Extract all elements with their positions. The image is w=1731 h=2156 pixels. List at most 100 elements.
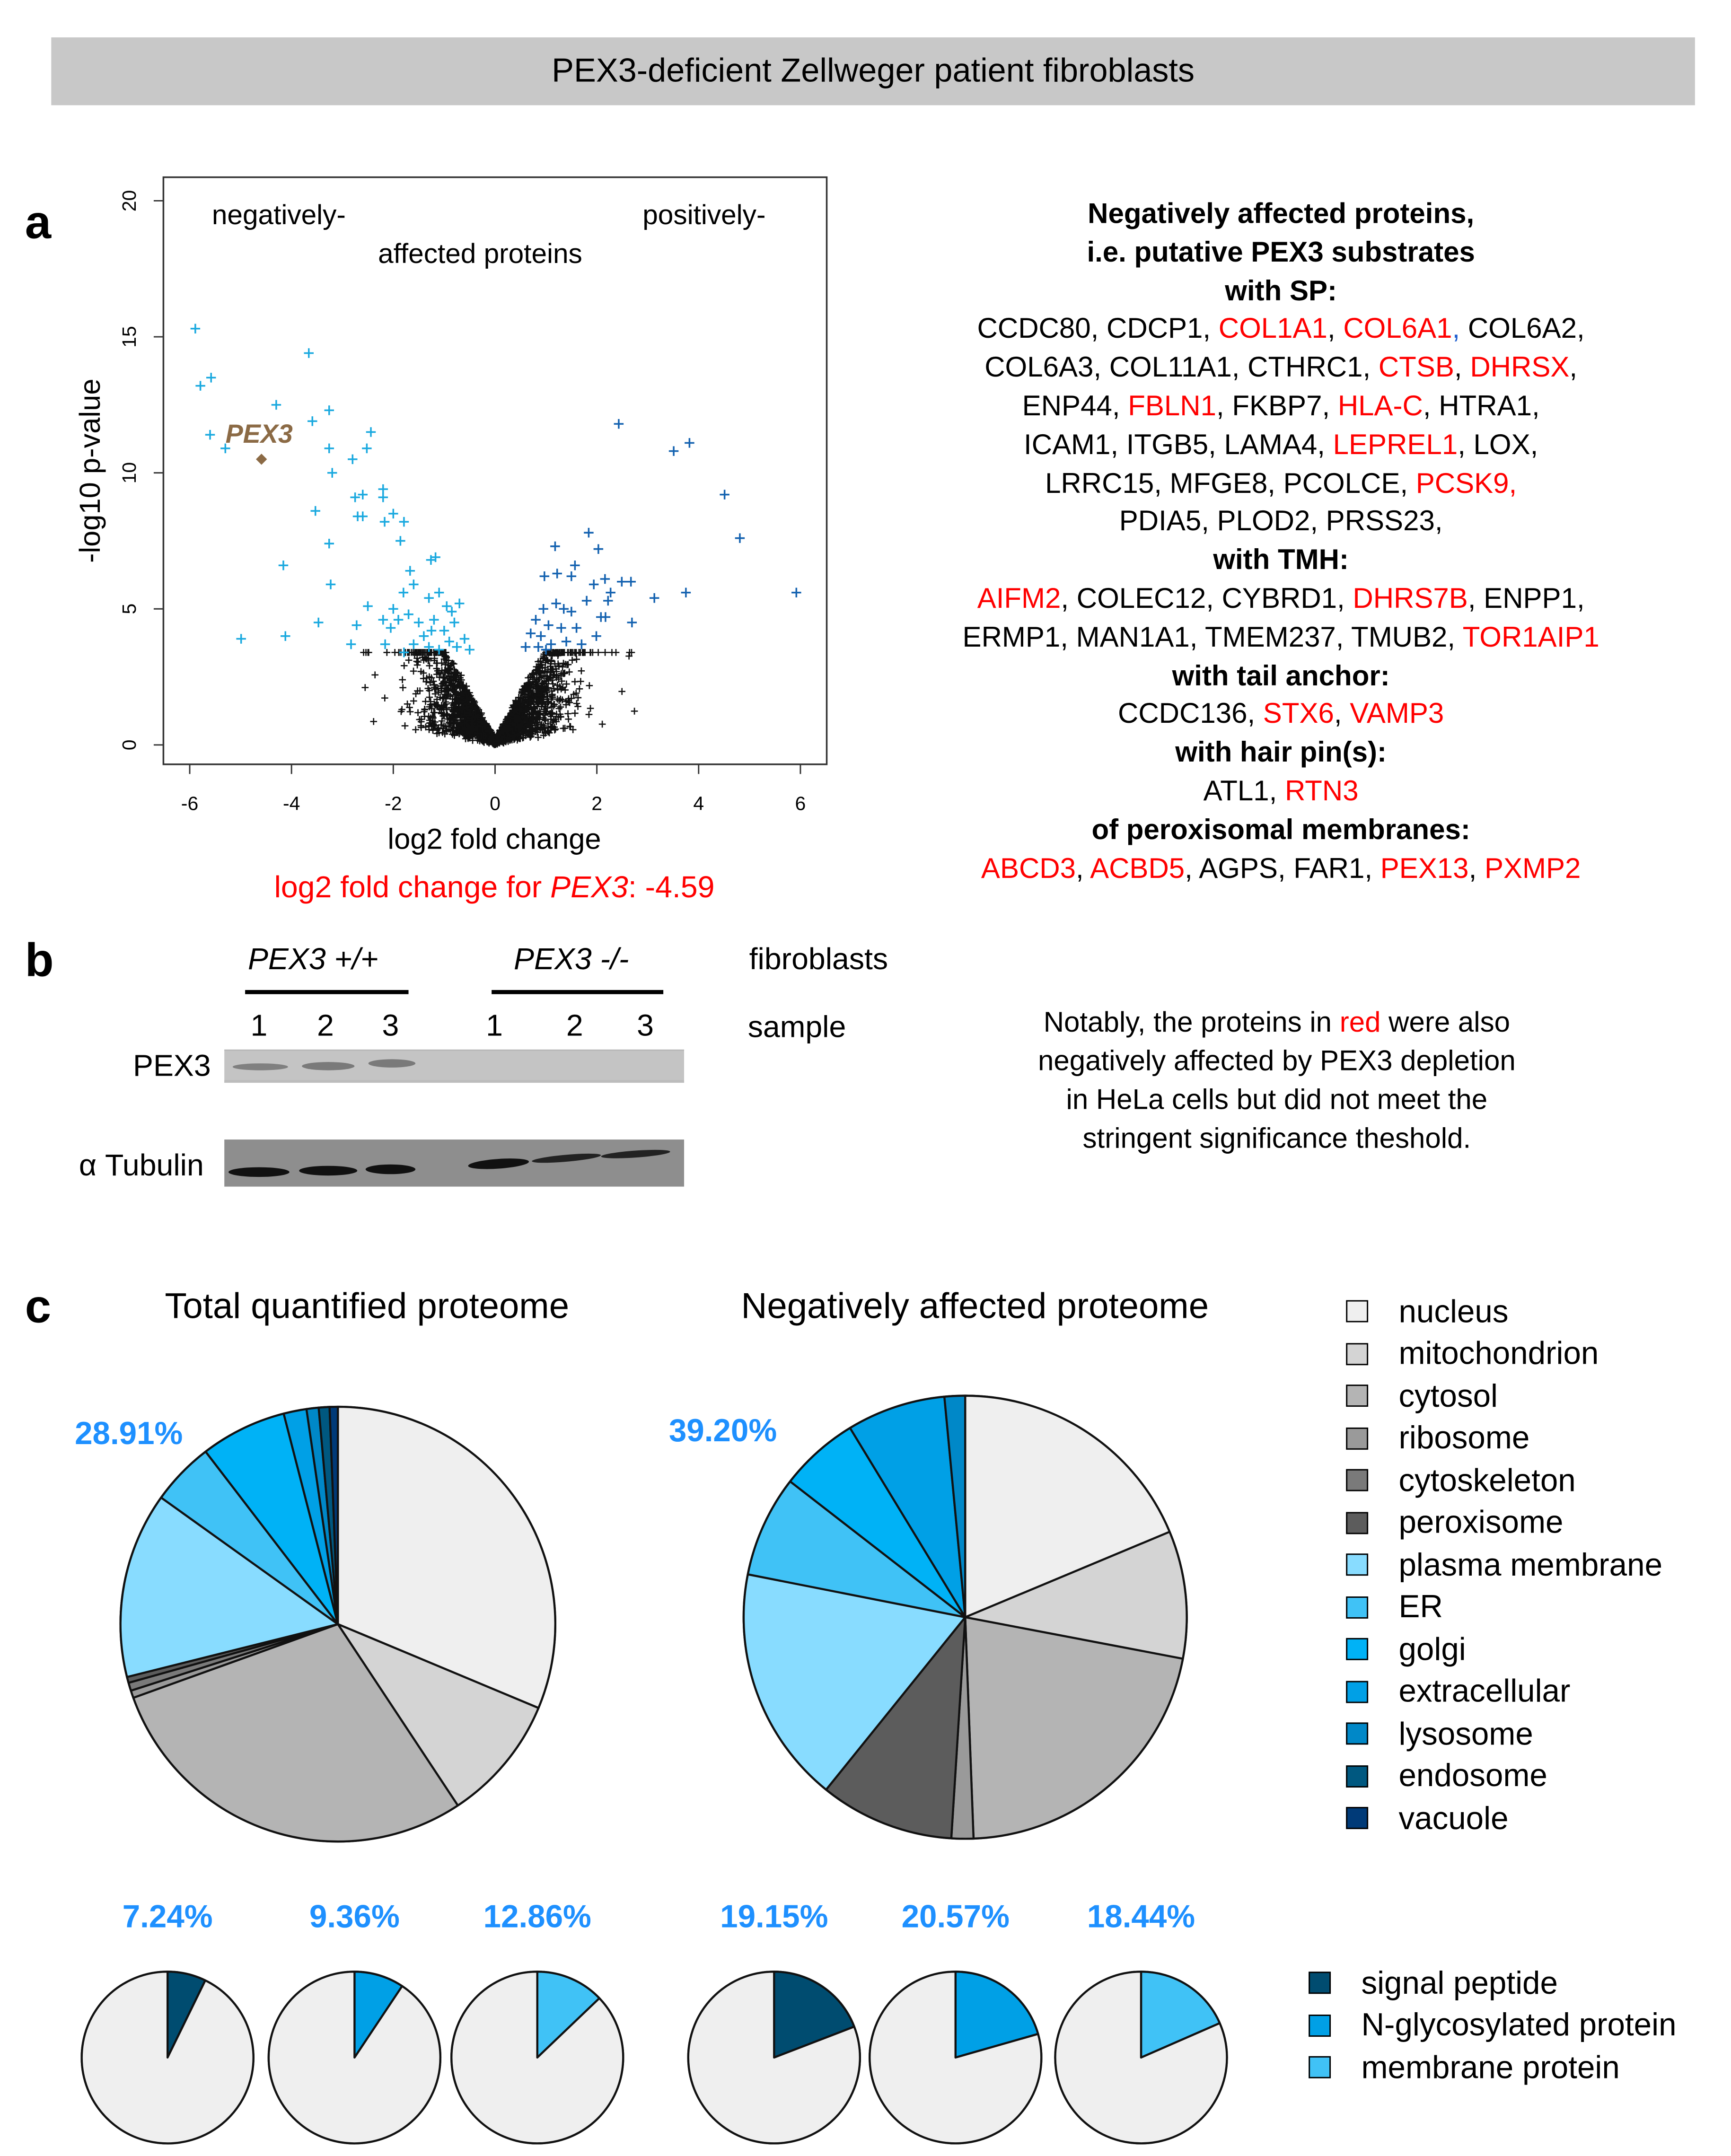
legend-label: cytoskeleton [1398,1462,1576,1498]
legend-swatch [1309,2056,1331,2079]
legend-label: lysosome [1398,1715,1533,1752]
legend-item: endosome [1346,1755,1662,1797]
legend-item: ER [1346,1586,1662,1628]
data-point [431,690,439,698]
data-point [569,657,576,664]
x-tick-label: 0 [490,792,501,814]
data-point [414,687,421,694]
small-pie-percent: 7.24% [122,1898,213,1935]
data-point [549,680,556,687]
data-point [555,697,563,704]
legend-item: peroxisome [1346,1502,1662,1544]
legend-item: signal peptide [1309,1962,1676,2004]
plot-annotation-right: positively- [642,200,765,230]
legend-item: cytoskeleton [1346,1459,1662,1501]
legend-swatch [1346,1807,1369,1830]
data-point [426,662,433,669]
legend-label: cytosol [1398,1377,1498,1413]
legend-label: N-glycosylated protein [1361,2007,1677,2043]
legend-label: peroxisome [1398,1504,1564,1540]
data-point [438,717,446,725]
x-tick-label: -6 [181,792,198,814]
small-pie [450,1971,624,2145]
x-tick-label: 4 [693,792,704,814]
data-point [430,677,437,685]
legend-item: mitochondrion [1346,1332,1662,1375]
data-point [422,723,430,731]
legend-swatch [1309,2014,1331,2037]
legend-label: membrane protein [1361,2049,1620,2085]
legend-item: membrane protein [1309,2046,1676,2088]
legend-swatch [1346,1300,1369,1323]
data-point [361,684,369,691]
data-point [381,694,388,702]
data-point [612,649,620,656]
pie-slice [267,1971,442,2145]
data-point [585,711,593,718]
data-point [410,697,417,705]
legend-item: golgi [1346,1628,1662,1670]
legend-item: lysosome [1346,1713,1662,1755]
legend-label: signal peptide [1361,1964,1558,2001]
nonsignificant-points [360,649,638,748]
y-tick-label: 0 [118,739,140,750]
data-point [557,703,564,711]
data-point [443,727,450,734]
small-pie-percent: 9.36% [309,1898,400,1935]
x-tick-label: 6 [795,792,806,814]
legend-label: vacuole [1398,1799,1509,1836]
legend-label: ribosome [1398,1420,1530,1456]
figure-title: PEX3-deficient Zellweger patient fibrobl… [51,37,1695,105]
plot-annotation-middle: affected proteins [378,238,582,269]
legend-item: extracellular [1346,1671,1662,1713]
data-point [551,723,558,731]
data-point [573,700,580,707]
legend-protein-features: signal peptide N-glycosylated protein memb… [1309,1962,1677,2089]
legend-swatch [1346,1638,1369,1661]
data-point [571,678,579,685]
data-point [417,668,425,675]
data-point [426,693,433,701]
legend-swatch [1309,1972,1331,1994]
legend-label: extracellular [1398,1673,1571,1709]
legend-swatch [1346,1596,1369,1619]
small-pie [1054,1971,1228,2145]
legend-label: mitochondrion [1398,1335,1599,1371]
data-point [418,716,425,723]
legend-item: N-glycosylated protein [1309,2004,1677,2046]
data-point [427,701,434,709]
legend-item: nucleus [1346,1290,1662,1332]
pie-slice [80,1971,255,2145]
figure-title-text: PEX3-deficient Zellweger patient fibrobl… [552,52,1195,89]
data-point [535,734,542,741]
legend-label: endosome [1398,1757,1547,1794]
legend-swatch [1346,1511,1369,1534]
small-pie-percent: 18.44% [1087,1898,1195,1935]
data-point [563,680,570,688]
y-tick-label: 5 [118,604,140,614]
legend-swatch [1346,1342,1369,1365]
legend-item: plasma membrane [1346,1544,1662,1586]
x-tick-label: 2 [591,792,602,814]
data-point [598,720,606,728]
data-point [601,649,609,656]
data-point [521,682,529,689]
data-point [571,710,579,717]
plot-annotation-left: negatively- [212,200,346,230]
legend-compartments: nucleus mitochondrion cytosol ribosome cytos… [1346,1290,1662,1840]
data-point [560,659,567,667]
data-point [400,662,408,669]
legend-swatch [1346,1765,1369,1788]
small-pie-percent: 20.57% [901,1898,1010,1935]
data-point [541,715,548,723]
data-point [370,718,378,725]
data-point [410,667,417,675]
y-tick-label: 20 [118,190,140,212]
data-point [399,676,406,684]
small-pie [80,1971,255,2145]
data-point [426,673,433,681]
small-pie [267,1971,442,2145]
data-point [412,726,420,733]
volcano-plot: -6 -4 -2 0 2 4 6 0 5 10 15 20 log2 fold change -log10… [74,176,828,855]
x-tick-label: -4 [283,792,300,814]
